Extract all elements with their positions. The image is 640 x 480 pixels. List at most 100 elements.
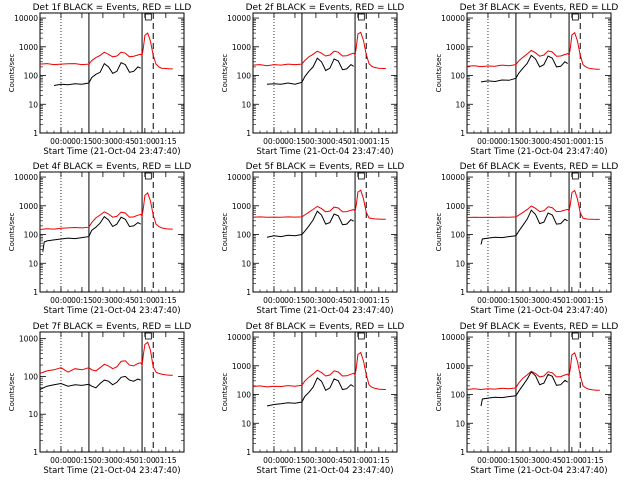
panel-3: Det 3f BLACK = Events, RED = LLD 1 10 100 10…	[435, 3, 618, 157]
y-tick-label: 100	[237, 391, 252, 400]
x-tick-label: 00:30	[519, 137, 541, 146]
peak-marker-box	[144, 332, 152, 340]
x-tick-label: 00:15	[284, 456, 306, 465]
events-series-line	[480, 370, 568, 407]
x-tick-label: 00:45	[326, 137, 348, 146]
x-axis-label: Start Time (21-Oct-04 23:47:40)	[43, 306, 180, 316]
y-axis-label: Counts/sec	[8, 213, 16, 252]
x-tick-label: 00:30	[519, 296, 541, 305]
panel-2: Det 2f BLACK = Events, RED = LLD 1 10 100 10…	[221, 3, 404, 157]
plot-frame	[252, 171, 398, 293]
panel-title: Det 2f BLACK = Events, RED = LLD	[246, 3, 405, 13]
panel-title: Det 3f BLACK = Events, RED = LLD	[460, 3, 619, 13]
panel-4: Det 4f BLACK = Events, RED = LLD 1 10 100 10…	[8, 162, 191, 316]
y-tick-label: 1000	[232, 362, 251, 371]
x-tick-label: 01:15	[368, 296, 390, 305]
x-tick-label: 00:15	[284, 137, 306, 146]
y-tick-label: 1000	[232, 202, 251, 211]
y-tick-label: 1	[33, 448, 38, 457]
x-tick-label: 01:15	[582, 296, 604, 305]
x-tick-label: 00:00	[477, 296, 499, 305]
peak-marker-box	[144, 172, 152, 180]
y-axis-label: Counts/sec	[435, 373, 443, 412]
y-tick-label: 1000	[446, 362, 465, 371]
y-tick-label: 1	[246, 129, 251, 138]
y-tick-label: 10000	[227, 14, 251, 23]
events-series-line	[42, 215, 141, 252]
x-tick-label: 01:00	[347, 137, 369, 146]
x-tick-label: 01:15	[368, 137, 390, 146]
y-tick-label: 1000	[446, 43, 465, 52]
y-axis-label: Counts/sec	[435, 213, 443, 252]
panel-title: Det 6f BLACK = Events, RED = LLD	[460, 162, 619, 172]
x-tick-label: 00:45	[326, 296, 348, 305]
lld-series-line	[252, 351, 386, 390]
x-tick-label: 00:45	[113, 456, 135, 465]
plot-frame	[39, 331, 185, 453]
x-tick-label: 00:00	[263, 137, 285, 146]
x-tick-label: 01:00	[561, 296, 583, 305]
peak-marker-box	[571, 172, 579, 180]
x-tick-label: 00:00	[263, 456, 285, 465]
y-tick-label: 10	[28, 410, 38, 419]
x-tick-label: 00:15	[498, 137, 520, 146]
panel-5: Det 5f BLACK = Events, RED = LLD 1 10 100 10…	[221, 162, 404, 316]
events-series-line	[39, 375, 141, 390]
y-tick-label: 100	[24, 231, 39, 240]
lld-series-line	[252, 31, 386, 69]
x-axis-label: Start Time (21-Oct-04 23:47:40)	[470, 466, 607, 476]
y-tick-label: 100	[24, 372, 39, 381]
peak-marker-box	[571, 13, 579, 21]
x-tick-label: 01:15	[155, 137, 177, 146]
y-tick-label: 1000	[19, 335, 38, 344]
x-tick-label: 00:45	[326, 456, 348, 465]
x-tick-label: 00:15	[498, 296, 520, 305]
y-tick-label: 100	[237, 72, 252, 81]
y-tick-label: 1	[460, 288, 465, 297]
y-tick-label: 1	[33, 288, 38, 297]
x-tick-label: 01:00	[347, 296, 369, 305]
y-tick-label: 10000	[14, 14, 38, 23]
y-tick-label: 1000	[232, 43, 251, 52]
y-tick-label: 1000	[19, 202, 38, 211]
x-tick-label: 00:00	[50, 456, 72, 465]
y-tick-label: 10	[28, 259, 38, 268]
panel-8: Det 8f BLACK = Events, RED = LLD 1 10 100 10…	[221, 322, 404, 476]
y-tick-label: 100	[451, 231, 466, 240]
events-series-line	[266, 210, 354, 238]
x-axis-label: Start Time (21-Oct-04 23:47:40)	[43, 466, 180, 476]
events-series-line	[266, 377, 354, 407]
plot-frame	[39, 12, 185, 134]
events-series-line	[480, 209, 568, 245]
y-tick-label: 10000	[441, 14, 465, 23]
peak-marker-box	[144, 13, 152, 21]
lld-series-line	[39, 341, 173, 376]
x-tick-label: 01:00	[561, 456, 583, 465]
x-tick-label: 00:15	[71, 296, 93, 305]
y-tick-label: 10	[241, 419, 251, 428]
x-tick-label: 01:15	[582, 137, 604, 146]
plot-frame	[252, 331, 398, 453]
y-tick-label: 1	[246, 288, 251, 297]
y-tick-label: 1	[460, 129, 465, 138]
y-tick-label: 100	[237, 231, 252, 240]
x-tick-label: 00:00	[477, 456, 499, 465]
x-tick-label: 00:15	[498, 456, 520, 465]
y-tick-label: 10000	[441, 173, 465, 182]
panel-title: Det 9f BLACK = Events, RED = LLD	[460, 322, 619, 332]
x-axis-label: Start Time (21-Oct-04 23:47:40)	[43, 147, 180, 157]
y-tick-label: 10	[28, 100, 38, 109]
y-tick-label: 100	[451, 72, 466, 81]
x-tick-label: 00:00	[263, 296, 285, 305]
panel-6: Det 6f BLACK = Events, RED = LLD 1 10 100 10…	[435, 162, 618, 316]
y-axis-label: Counts/sec	[8, 373, 16, 412]
x-axis-label: Start Time (21-Oct-04 23:47:40)	[470, 306, 607, 316]
x-tick-label: 01:00	[561, 137, 583, 146]
panel-title: Det 7f BLACK = Events, RED = LLD	[33, 322, 192, 332]
y-tick-label: 10000	[14, 173, 38, 182]
y-axis-label: Counts/sec	[221, 373, 229, 412]
plot-frame	[39, 171, 185, 293]
y-tick-label: 10	[241, 259, 251, 268]
x-axis-label: Start Time (21-Oct-04 23:47:40)	[470, 147, 607, 157]
x-tick-label: 00:45	[113, 296, 135, 305]
